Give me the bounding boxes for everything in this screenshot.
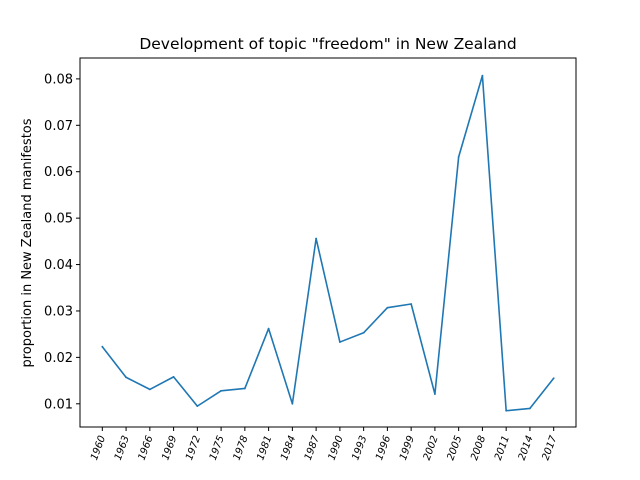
data-point <box>291 402 294 405</box>
data-point <box>552 377 555 380</box>
data-point <box>243 387 246 390</box>
x-tick-label: 1975 <box>208 434 227 462</box>
y-tick-label: 0.08 <box>44 72 73 87</box>
x-tick-label: 2014 <box>517 434 536 462</box>
data-point <box>101 345 104 348</box>
x-tick-label: 1972 <box>184 434 203 462</box>
data-point <box>220 389 222 392</box>
y-tick-label: 0.02 <box>44 351 73 366</box>
x-tick-label: 2008 <box>469 434 488 462</box>
series-group <box>101 74 555 412</box>
x-axis: 1960 1963 1966 1969 1972 1975 1978 1981 1984 1987… <box>89 427 560 462</box>
data-point <box>196 405 199 408</box>
data-point <box>505 409 508 412</box>
data-point <box>148 388 151 391</box>
y-tick-label: 0.04 <box>44 258 73 273</box>
x-tick-label: 1966 <box>137 434 156 462</box>
x-tick-label: 2005 <box>445 434 464 462</box>
x-tick-label: 1990 <box>327 434 346 462</box>
y-tick-label: 0.05 <box>44 212 73 227</box>
data-point <box>172 375 175 378</box>
data-point <box>386 306 389 309</box>
x-tick-label: 1999 <box>398 434 417 462</box>
plot-area-frame <box>79 57 577 428</box>
data-point <box>362 331 365 334</box>
data-point <box>125 376 127 379</box>
y-tick-label: 0.01 <box>44 397 73 412</box>
data-point <box>338 341 341 343</box>
x-tick-label: 1969 <box>160 434 179 462</box>
series-line <box>101 74 555 412</box>
y-axis: 0.01 0.02 0.03 0.04 0.05 0.06 0.07 0.08 <box>44 72 80 412</box>
y-axis-label: proportion in New Zealand manifestos <box>20 118 35 367</box>
y-tick-label: 0.06 <box>44 165 73 180</box>
x-tick-label: 1996 <box>374 434 393 462</box>
x-tick-label: 1984 <box>279 434 298 462</box>
x-tick-label: 2017 <box>540 434 559 462</box>
chart-title: Development of topic "freedom" in New Ze… <box>139 35 516 53</box>
y-tick-label: 0.03 <box>44 304 73 319</box>
data-point <box>481 74 484 77</box>
data-point <box>267 327 270 330</box>
data-point <box>410 303 413 305</box>
data-point <box>315 237 318 240</box>
data-point <box>529 407 531 410</box>
y-tick-label: 0.07 <box>44 119 73 134</box>
x-tick-label: 1963 <box>113 434 132 462</box>
x-tick-label: 1987 <box>303 434 322 462</box>
data-point <box>457 155 460 158</box>
data-point <box>434 393 436 395</box>
x-tick-label: 2002 <box>422 434 441 462</box>
x-tick-label: 2011 <box>493 434 512 462</box>
x-tick-label: 1993 <box>350 434 369 462</box>
x-tick-label: 1960 <box>89 434 108 462</box>
x-tick-label: 1981 <box>255 434 274 462</box>
x-tick-label: 1978 <box>232 434 251 462</box>
